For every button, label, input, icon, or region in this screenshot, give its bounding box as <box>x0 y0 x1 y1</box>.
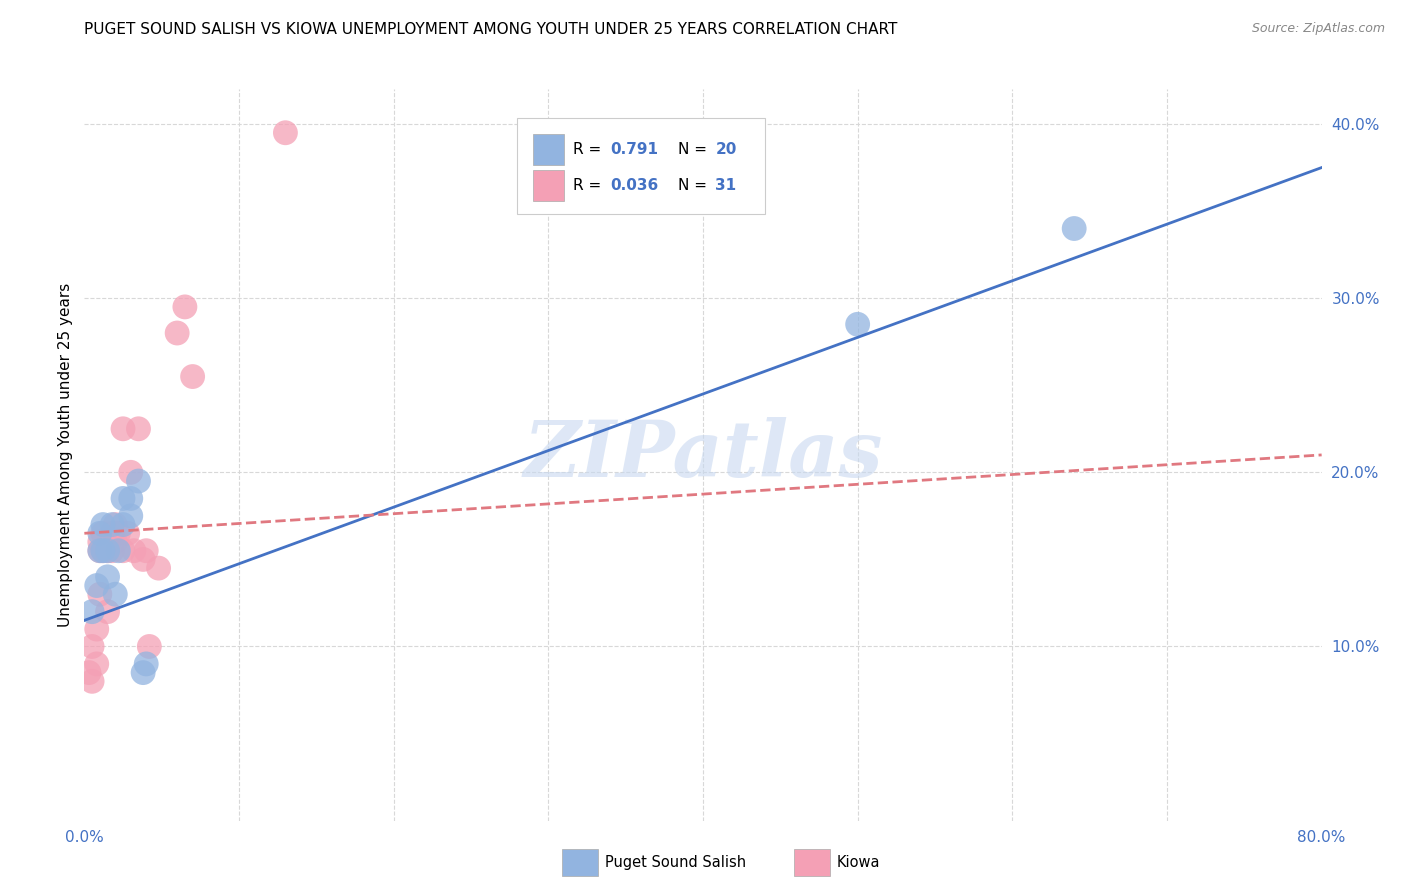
Point <box>89 535 111 549</box>
Point <box>120 491 142 506</box>
Text: Kiowa: Kiowa <box>837 855 880 870</box>
Point <box>97 570 120 584</box>
Point <box>97 543 120 558</box>
Point <box>101 526 124 541</box>
Text: ZIPatlas: ZIPatlas <box>523 417 883 493</box>
Point <box>174 300 197 314</box>
Point <box>89 543 111 558</box>
Point <box>86 578 108 592</box>
Point <box>112 517 135 532</box>
Point <box>135 543 157 558</box>
Point <box>97 605 120 619</box>
Point <box>138 640 160 654</box>
Point <box>89 543 111 558</box>
Text: PUGET SOUND SALISH VS KIOWA UNEMPLOYMENT AMONG YOUTH UNDER 25 YEARS CORRELATION : PUGET SOUND SALISH VS KIOWA UNEMPLOYMENT… <box>84 22 898 37</box>
Point <box>132 665 155 680</box>
Point <box>112 422 135 436</box>
Point <box>104 535 127 549</box>
Point <box>101 543 124 558</box>
FancyBboxPatch shape <box>517 119 765 213</box>
Point <box>97 543 120 558</box>
Point <box>82 674 104 689</box>
Point <box>120 466 142 480</box>
Point <box>89 526 111 541</box>
Point <box>135 657 157 671</box>
Point <box>107 526 129 541</box>
Point <box>148 561 170 575</box>
Point <box>82 605 104 619</box>
Point <box>91 526 114 541</box>
Text: Source: ZipAtlas.com: Source: ZipAtlas.com <box>1251 22 1385 36</box>
Point <box>107 543 129 558</box>
Text: Puget Sound Salish: Puget Sound Salish <box>605 855 745 870</box>
Point <box>104 517 127 532</box>
Point <box>120 508 142 523</box>
Point <box>166 326 188 340</box>
Point <box>1063 221 1085 235</box>
Point <box>91 543 114 558</box>
Point <box>128 474 150 488</box>
Point <box>104 587 127 601</box>
Point <box>132 552 155 566</box>
Point <box>112 491 135 506</box>
Point <box>117 526 139 541</box>
FancyBboxPatch shape <box>533 170 564 201</box>
Point <box>846 318 869 332</box>
Text: 20: 20 <box>716 142 737 157</box>
Text: 0.791: 0.791 <box>610 142 658 157</box>
Point <box>82 640 104 654</box>
Point <box>77 665 100 680</box>
Point <box>181 369 204 384</box>
Point <box>274 126 297 140</box>
Text: N =: N = <box>678 142 711 157</box>
Text: R =: R = <box>574 142 606 157</box>
Text: 31: 31 <box>716 178 737 194</box>
Text: 0.036: 0.036 <box>610 178 658 194</box>
Point <box>112 543 135 558</box>
Point <box>91 517 114 532</box>
Text: N =: N = <box>678 178 711 194</box>
Point <box>86 622 108 636</box>
Point <box>128 422 150 436</box>
Point <box>101 517 124 532</box>
Point <box>86 657 108 671</box>
Text: R =: R = <box>574 178 606 194</box>
Point <box>89 587 111 601</box>
FancyBboxPatch shape <box>533 134 564 164</box>
Y-axis label: Unemployment Among Youth under 25 years: Unemployment Among Youth under 25 years <box>58 283 73 627</box>
Point <box>122 543 145 558</box>
Point <box>91 543 114 558</box>
